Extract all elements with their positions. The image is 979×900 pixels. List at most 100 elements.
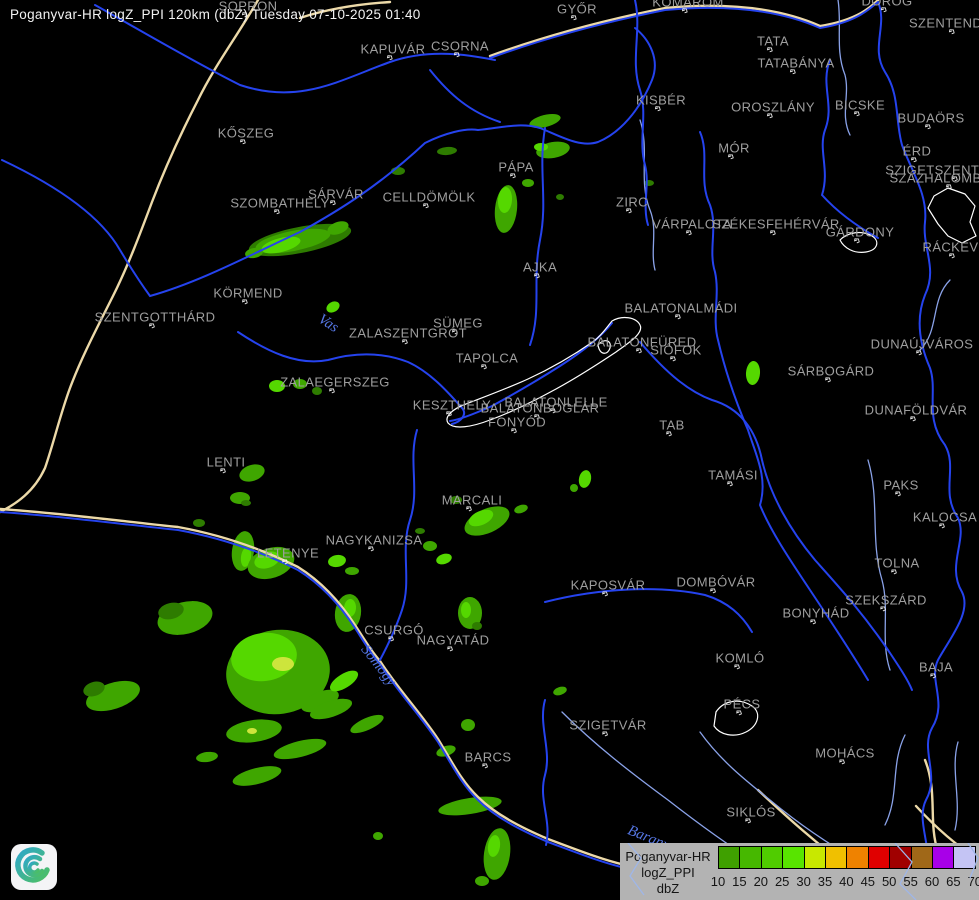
radar-echo [196, 751, 218, 763]
city-label: BALATONLELLE [504, 394, 608, 410]
lake-and-city-outlines [446, 187, 977, 736]
radar-echo [415, 528, 425, 534]
radar-echo [436, 553, 452, 565]
town-outline-marker [745, 818, 751, 824]
radar-echo [193, 519, 205, 527]
town-outline-marker [930, 673, 936, 679]
radar-echo [301, 689, 339, 713]
radar-echo [241, 500, 251, 506]
city-label: SIÓFOK [650, 342, 702, 358]
city-label: CSORNA [430, 38, 490, 54]
radar-echo [312, 387, 322, 395]
town-outline-marker [681, 8, 688, 14]
city-label: NAGYATÁD [416, 632, 490, 648]
city-label: SZENTGOTTHÁRD [94, 309, 216, 325]
city-label: VÁRPALOTA [652, 216, 732, 232]
legend-tick: 25 [774, 874, 790, 889]
radar-echo [553, 686, 567, 696]
radar-echo [497, 187, 513, 213]
city-label: SÁRBOGÁRD [787, 363, 875, 379]
city-label: CELLDÖMÖLK [382, 189, 476, 205]
legend-swatch [889, 846, 912, 869]
city-label: SZEKSZÁRD [845, 592, 927, 608]
city-label: SZENTENDRE [908, 15, 979, 31]
radar-echo [423, 541, 437, 551]
city-label: KŐSZEG [217, 125, 275, 141]
city-label: BONYHÁD [782, 605, 850, 621]
city-label: SIKLÓS [726, 804, 776, 820]
swirl-icon [15, 847, 50, 883]
tihany-outline [597, 340, 611, 354]
radar-echo [437, 146, 457, 156]
town-outline-marker [368, 546, 374, 552]
city-label: OROSZLÁNY [731, 99, 815, 115]
town-outline-marker [916, 350, 922, 356]
town-outline-marker [602, 731, 608, 737]
town-outline-marker [242, 299, 248, 305]
radar-echo [350, 714, 384, 734]
radar-echo [293, 379, 307, 389]
radar-echo [345, 567, 359, 575]
city-label: PAKS [883, 477, 919, 493]
town-outline-marker [482, 763, 488, 769]
town-outline-marker [810, 619, 816, 625]
legend-unit-label: dbZ [656, 881, 680, 896]
town-outline-marker [766, 113, 773, 119]
city-label: KISBÉR [635, 92, 687, 108]
town-outline-marker [534, 414, 540, 420]
radar-echo [239, 464, 265, 482]
town-outline-marker [570, 15, 577, 21]
legend-swatch [825, 846, 848, 869]
town-outline-marker [825, 377, 831, 383]
city-label: TATA [757, 33, 789, 49]
legend-swatch [867, 846, 891, 869]
city-label: KESZTHELY [412, 397, 492, 413]
town-outline-marker [241, 12, 248, 18]
town-outline-marker [734, 664, 740, 670]
town-outline-marker [686, 230, 692, 236]
radar-echo [475, 876, 489, 886]
radar-echo [327, 221, 349, 235]
city-label: PÁPA [498, 159, 534, 175]
radar-echo [273, 738, 327, 760]
radar-echo [514, 504, 528, 514]
legend-swatch [846, 846, 869, 869]
city-label: BALATONFÜRED [587, 334, 697, 350]
city-label: MOHÁCS [815, 745, 875, 761]
legend-tick: 40 [839, 874, 854, 889]
town-marker-layer [149, 7, 958, 824]
town-outline-marker [511, 428, 517, 434]
legend-swatch [718, 846, 741, 869]
town-outline-marker [330, 200, 336, 206]
radar-echo [745, 361, 761, 385]
city-label: TOLNA [874, 555, 920, 571]
city-label: TAB [659, 417, 685, 433]
town-outline-marker [789, 69, 796, 75]
city-label: KAPOSVÁR [570, 577, 646, 593]
radar-echo [240, 547, 252, 567]
town-outline-marker [666, 431, 672, 437]
pecs-outline [713, 700, 759, 736]
map-title: Poganyvar-HR logZ_PPI 120km (dbZ) Tuesda… [10, 7, 421, 22]
radar-echo [438, 796, 502, 816]
city-label: DOMBÓVÁR [676, 574, 756, 590]
legend-tick: 65 [946, 874, 961, 889]
town-outline-marker [466, 506, 472, 512]
city-label: SZOMBATHELY [230, 195, 330, 211]
radar-echo [373, 832, 383, 840]
city-label: TAMÁSI [708, 467, 758, 483]
city-label: SZIGETVÁR [569, 717, 647, 733]
city-label: KALOCSA [912, 509, 978, 525]
color-scale-legend: Poganyvar-HR logZ_PPI dbZ 10 15 20 25 30 35 40… [620, 843, 979, 900]
town-outline-marker [626, 208, 632, 214]
town-outline-marker [654, 106, 661, 112]
lake-velence-outline [839, 231, 878, 253]
town-outline-marker [925, 124, 931, 130]
city-label: GYŐR [557, 1, 597, 17]
legend-station-label: Poganyvar-HR [625, 849, 711, 864]
radar-echo [309, 698, 353, 720]
radar-echo [450, 496, 462, 504]
